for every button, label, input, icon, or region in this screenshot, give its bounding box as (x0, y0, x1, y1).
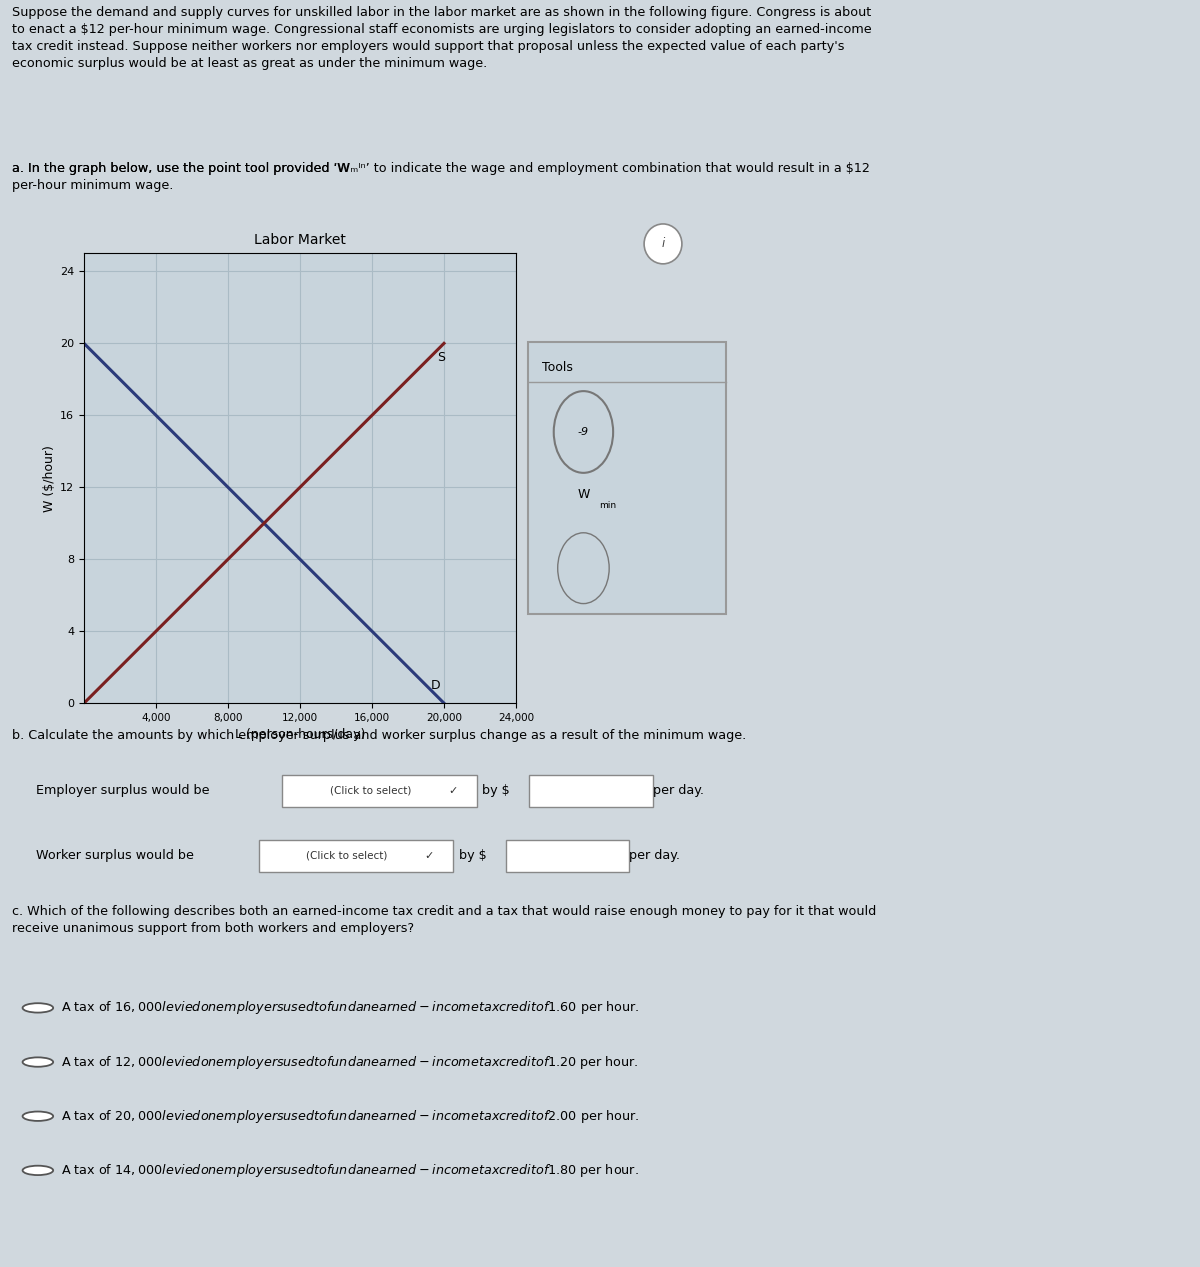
Text: D: D (431, 679, 440, 692)
Text: Suppose the demand and supply curves for unskilled labor in the labor market are: Suppose the demand and supply curves for… (12, 6, 871, 71)
Text: (Click to select): (Click to select) (330, 786, 412, 796)
Text: b. Calculate the amounts by which employer surplus and worker surplus change as : b. Calculate the amounts by which employ… (12, 729, 746, 742)
FancyBboxPatch shape (282, 775, 476, 807)
Text: A tax of $14,000 levied on employers used to fund an earned-income tax credit of: A tax of $14,000 levied on employers use… (61, 1162, 640, 1178)
FancyBboxPatch shape (528, 342, 726, 614)
Circle shape (23, 1166, 53, 1175)
Text: by $: by $ (458, 849, 486, 862)
Circle shape (23, 1111, 53, 1121)
Text: S: S (437, 351, 445, 364)
Text: A tax of $20,000 levied on employers used to fund an earned-income tax credit of: A tax of $20,000 levied on employers use… (61, 1107, 640, 1125)
Circle shape (558, 532, 610, 603)
Text: A tax of $12,000 levied on employers used to fund an earned-income tax credit of: A tax of $12,000 levied on employers use… (61, 1054, 638, 1071)
Text: ✓: ✓ (425, 850, 434, 860)
FancyBboxPatch shape (259, 840, 454, 872)
Text: i: i (661, 237, 665, 251)
Text: Employer surplus would be: Employer surplus would be (36, 784, 209, 797)
Text: c. Which of the following describes both an earned-income tax credit and a tax t: c. Which of the following describes both… (12, 905, 876, 935)
Text: A tax of $16,000 levied on employers used to fund an earned-income tax credit of: A tax of $16,000 levied on employers use… (61, 1000, 640, 1016)
Text: Tools: Tools (542, 361, 572, 374)
Circle shape (23, 1003, 53, 1012)
Text: W: W (577, 488, 589, 502)
Text: min: min (599, 500, 616, 511)
Text: by $: by $ (482, 784, 510, 797)
Title: Labor Market: Labor Market (254, 233, 346, 247)
Text: a. In the graph below, use the point tool provided 'W: a. In the graph below, use the point too… (12, 162, 349, 175)
Text: -9: -9 (578, 427, 589, 437)
Y-axis label: W ($/hour): W ($/hour) (43, 445, 56, 512)
FancyBboxPatch shape (529, 775, 653, 807)
Text: Worker surplus would be: Worker surplus would be (36, 849, 193, 862)
Circle shape (23, 1058, 53, 1067)
FancyBboxPatch shape (506, 840, 629, 872)
Text: ✓: ✓ (449, 786, 457, 796)
X-axis label: L (person-hours/day): L (person-hours/day) (235, 729, 365, 741)
Circle shape (644, 224, 682, 264)
Text: (Click to select): (Click to select) (306, 850, 388, 860)
Text: per day.: per day. (629, 849, 680, 862)
Circle shape (553, 392, 613, 473)
Text: a. In the graph below, use the point tool provided ‘Wₘᴵⁿ’ to indicate the wage a: a. In the graph below, use the point too… (12, 162, 870, 193)
Text: per day.: per day. (653, 784, 704, 797)
